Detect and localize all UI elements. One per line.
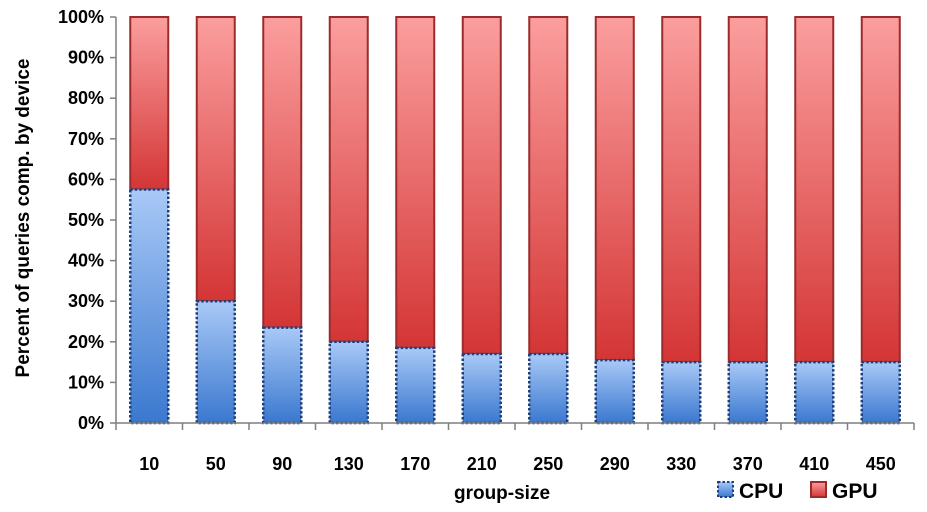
- bar-gpu-210: [461, 16, 502, 355]
- y-axis: 0% 10% 20% 30% 40% 50% 60% 70% 80% 90% 100%: [58, 7, 117, 433]
- x-tick-label: 210: [467, 454, 497, 474]
- bar-gpu-250: [528, 16, 569, 355]
- bar-gpu-410: [794, 16, 835, 364]
- y-tick-label: 40%: [68, 251, 104, 271]
- y-tick-label: 10%: [68, 372, 104, 392]
- bar-gpu-330: [661, 16, 702, 364]
- bar-gpu-370: [727, 16, 768, 364]
- y-tick-label: 0%: [78, 413, 104, 433]
- y-tick-label: 70%: [68, 129, 104, 149]
- x-tick-label: 90: [272, 454, 292, 474]
- x-axis: 10 50 90 130 170 210 250 290 330 370 410 450: [115, 422, 915, 474]
- y-tick-label: 20%: [68, 332, 104, 352]
- x-tick-label: 450: [866, 454, 896, 474]
- y-tick-label: 90%: [68, 48, 104, 68]
- bar-cpu-10: [129, 188, 170, 425]
- bar-cpu-210: [461, 352, 502, 425]
- x-tick-label: 10: [139, 454, 159, 474]
- x-tick-label: 330: [666, 454, 696, 474]
- bar-cpu-370: [727, 360, 768, 425]
- bar-cpu-130: [328, 340, 369, 425]
- y-tick-label: 100%: [58, 7, 104, 27]
- x-tick-label: 250: [533, 454, 563, 474]
- bar-cpu-50: [195, 299, 236, 425]
- plot-area: [129, 16, 901, 425]
- x-tick-label: 50: [206, 454, 226, 474]
- y-tick-label: 30%: [68, 291, 104, 311]
- bar-gpu-130: [328, 16, 369, 343]
- bar-cpu-290: [594, 358, 635, 425]
- legend-label-cpu: CPU: [739, 480, 783, 503]
- x-tick-label: 170: [400, 454, 430, 474]
- bar-gpu-450: [860, 16, 901, 364]
- bar-cpu-90: [262, 326, 303, 425]
- bar-cpu-330: [661, 360, 702, 425]
- legend-swatch-cpu: [717, 481, 734, 498]
- x-tick-label: 130: [334, 454, 364, 474]
- x-tick-label: 410: [799, 454, 829, 474]
- bar-gpu-170: [395, 16, 436, 349]
- bar-cpu-170: [395, 346, 436, 425]
- bar-gpu-90: [262, 16, 303, 329]
- x-tick-label: 370: [733, 454, 763, 474]
- y-tick-label: 60%: [68, 169, 104, 189]
- x-tick-label: 290: [600, 454, 630, 474]
- bar-gpu-50: [195, 16, 236, 303]
- bar-cpu-250: [528, 352, 569, 425]
- bar-gpu-10: [129, 16, 170, 191]
- legend-swatch-gpu: [810, 481, 827, 498]
- x-axis-title: group-size: [454, 483, 550, 504]
- legend: CPU GPU: [717, 480, 878, 503]
- y-tick-label: 80%: [68, 88, 104, 108]
- bar-cpu-450: [860, 360, 901, 425]
- bar-cpu-410: [794, 360, 835, 425]
- legend-label-gpu: GPU: [832, 480, 878, 503]
- y-tick-label: 50%: [68, 210, 104, 230]
- y-axis-title: Percent of queries comp. by device: [13, 59, 34, 378]
- bar-gpu-290: [594, 16, 635, 362]
